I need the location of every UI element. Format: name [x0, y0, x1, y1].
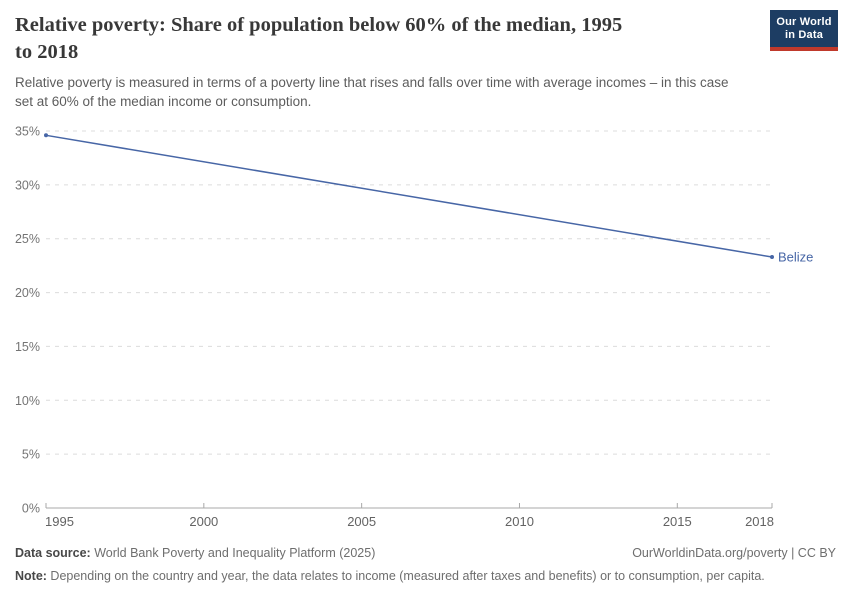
x-axis-tick-label: 1995 [45, 514, 74, 529]
series-label-belize[interactable]: Belize [778, 250, 813, 265]
chart-subtitle: Relative poverty is measured in terms of… [15, 75, 729, 109]
x-axis-tick-label: 2005 [347, 514, 376, 529]
line-chart[interactable]: 0% 5% 10% 15% 20% 25% 30% 35% 1995 2000 2005 2010 20… [0, 118, 850, 542]
footer-link[interactable]: OurWorldinData.org/poverty | CC BY [632, 546, 836, 560]
y-axis-tick-label: 5% [22, 448, 40, 462]
note-value: Depending on the country and year, the d… [46, 569, 765, 584]
y-axis-tick-label: 0% [22, 502, 40, 516]
note-label: Note: [15, 569, 47, 584]
y-axis-tick-label: 15% [15, 340, 40, 354]
y-axis-tick-label: 30% [15, 178, 40, 192]
y-axis-tick-label: 20% [15, 286, 40, 300]
y-axis-tick-label: 25% [15, 232, 40, 246]
footer-note: Note: Depending on the country and year,… [15, 567, 836, 585]
data-source: Data source: World Bank Poverty and Ineq… [15, 544, 375, 562]
owid-logo[interactable]: Our World in Data [770, 10, 838, 51]
x-axis-tick-label: 2015 [663, 514, 692, 529]
data-point-2018[interactable] [770, 255, 774, 260]
x-axis-tick-label: 2018 [745, 514, 774, 529]
y-axis-tick-label: 10% [15, 394, 40, 408]
y-axis-tick-label: 35% [15, 125, 40, 139]
data-point-1995[interactable] [44, 133, 48, 138]
owid-logo-text-line2: in Data [784, 29, 824, 42]
x-axis-tick-label: 2010 [505, 514, 534, 529]
data-source-value: World Bank Poverty and Inequality Platfo… [90, 546, 376, 560]
data-source-label: Data source: [15, 546, 91, 560]
chart-title: Relative poverty: Share of population be… [15, 14, 623, 64]
owid-logo-text-line1: Our World [776, 16, 832, 28]
series-line-belize[interactable] [45, 134, 773, 258]
x-axis-tick-label: 2000 [189, 514, 218, 529]
chart-footer: Data source: World Bank Poverty and Ineq… [15, 544, 836, 585]
